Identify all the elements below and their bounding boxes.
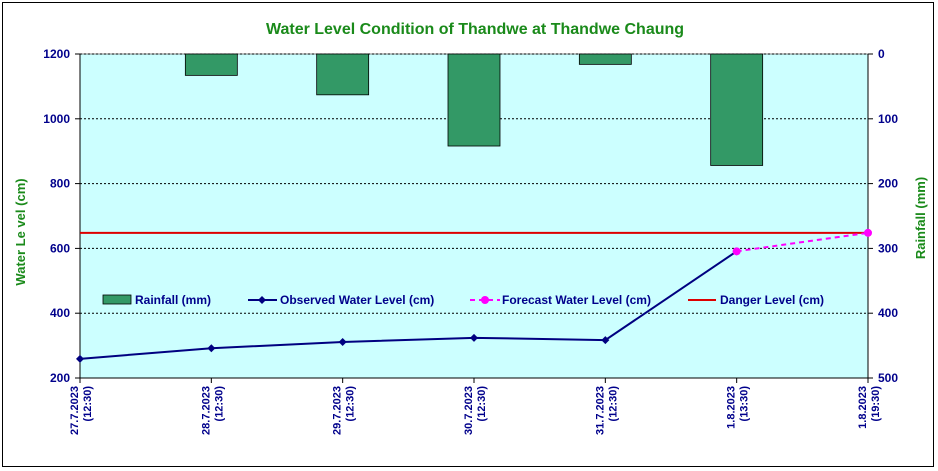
observed-water-level-line xyxy=(79,250,738,360)
x-tick-label-date: 29.7.2023 xyxy=(332,386,344,435)
right-tick-label: 400 xyxy=(878,306,898,320)
x-tick-label-date: 28.7.2023 xyxy=(200,386,212,435)
x-tick-label-date: 1.8.2023 xyxy=(726,386,738,429)
legend-observed-marker xyxy=(258,296,266,304)
x-tick-label-time: (12:30) xyxy=(345,386,357,422)
x-tick-label-time: (12:30) xyxy=(476,386,488,422)
legend-forecast-marker xyxy=(481,296,489,304)
right-tick-label: 0 xyxy=(878,47,885,61)
legend-rainfall-swatch xyxy=(102,294,132,305)
right-tick-label: 300 xyxy=(878,241,898,255)
left-tick-label: 1000 xyxy=(43,112,70,126)
x-tick-label-date: 1.8.2023 xyxy=(857,386,869,429)
forecast-point xyxy=(864,228,872,237)
legend-observed-label: Observed Water Level (cm) xyxy=(280,293,434,307)
left-axis-label: Water Le vel (cm) xyxy=(13,178,28,285)
rainfall-bar xyxy=(316,53,370,96)
left-tick-label: 600 xyxy=(50,241,70,255)
right-tick-label: 200 xyxy=(878,177,898,191)
left-tick-label: 400 xyxy=(50,306,70,320)
x-tick-label-time: (13:30) xyxy=(739,386,751,422)
legend-rainfall-label: Rainfall (mm) xyxy=(135,293,211,307)
x-tick-label-date: 30.7.2023 xyxy=(463,386,475,435)
observed-point xyxy=(470,333,478,342)
x-tick-label-date: 27.7.2023 xyxy=(69,386,81,435)
rainfall-bar xyxy=(184,53,238,76)
right-tick-label: 100 xyxy=(878,112,898,126)
observed-point xyxy=(207,344,216,353)
observed-point xyxy=(76,354,84,363)
observed-point xyxy=(338,338,347,347)
legend-danger-label: Danger Level (cm) xyxy=(720,293,824,307)
chart-title: Water Level Condition of Thandwe at Than… xyxy=(266,21,684,38)
left-tick-label: 1200 xyxy=(43,47,70,61)
x-tick-label-time: (12:30) xyxy=(607,386,619,422)
rainfall-bar xyxy=(710,53,764,166)
left-tick-label: 200 xyxy=(50,371,70,385)
x-tick-label-time: (19:30) xyxy=(870,386,882,422)
x-tick-label-time: (12:30) xyxy=(82,386,94,422)
observed-point xyxy=(601,336,610,345)
legend-forecast-label: Forecast Water Level (cm) xyxy=(502,293,651,307)
forecast-water-level-line xyxy=(736,231,869,253)
x-tick-label-date: 31.7.2023 xyxy=(594,386,606,435)
right-axis-label: Rainfall (mm) xyxy=(913,177,928,259)
right-tick-label: 500 xyxy=(878,371,898,385)
left-tick-label: 800 xyxy=(50,177,70,191)
rainfall-bar xyxy=(578,53,632,65)
forecast-point xyxy=(732,247,741,256)
x-tick-label-time: (12:30) xyxy=(213,386,225,422)
rainfall-bar xyxy=(447,53,501,147)
